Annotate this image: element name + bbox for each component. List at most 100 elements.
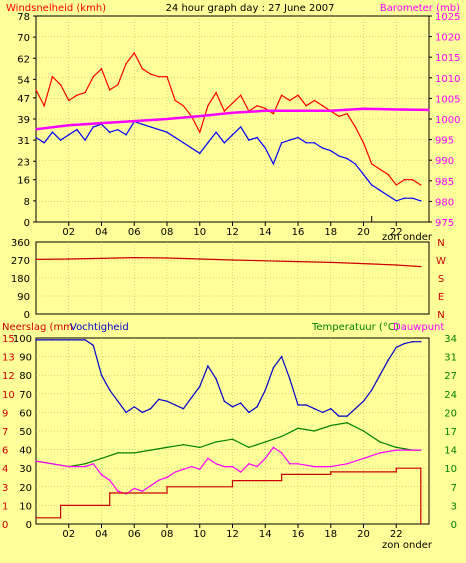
winddir-tick-label: 90: [17, 292, 30, 303]
wind-avg-line-point: [92, 126, 95, 128]
rain-line-point: [395, 467, 397, 469]
humidity-line-point: [133, 406, 135, 408]
temperature-line-point: [182, 443, 185, 446]
dewpoint-line-point: [411, 449, 414, 451]
winddir-line-point: [420, 265, 422, 268]
wind-avg-line-point: [239, 126, 242, 128]
dewpoint-line-point: [420, 449, 422, 451]
wind-avg-line-point: [199, 152, 201, 155]
rain-tick-label: 9: [2, 408, 8, 419]
rht-x-tick-label: 08: [161, 529, 174, 540]
rain-line-point: [108, 504, 111, 507]
barometer-line-point: [395, 108, 397, 111]
wind-gust-line-point: [141, 68, 144, 70]
wind-gust-line-point: [223, 110, 226, 112]
wind-avg-line-point: [289, 139, 291, 141]
humidity-line-point: [100, 374, 103, 376]
temperature-tick-label: 0: [451, 520, 457, 531]
wind-gust-line-point: [59, 83, 62, 86]
dewpoint-line-point: [100, 474, 103, 476]
wind-gust-line: [35, 51, 422, 186]
wind-tick-label: 54: [17, 75, 30, 86]
rain-line-point: [166, 492, 168, 494]
dewpoint-line-point: [51, 463, 54, 465]
wind-gust-line-point: [92, 76, 95, 78]
wind-gust-line-point: [395, 184, 397, 186]
temperature-tick-label: 14: [444, 446, 457, 457]
temperature-tick-label: 17: [444, 427, 457, 438]
barometer-line-point: [264, 110, 266, 112]
rain-tick-label: 0: [2, 520, 8, 531]
dewpoint-line-point: [117, 490, 119, 492]
wind-baro-x-tick-label: 18: [324, 227, 337, 238]
dewpoint-line-point: [256, 465, 258, 468]
wind-gust-line-point: [272, 113, 275, 115]
wind-avg-line-point: [330, 149, 332, 152]
humidity-tick-label: 60: [19, 408, 32, 419]
wind-baro-x-tick-label: 12: [226, 227, 239, 238]
wind-avg-line-point: [158, 128, 160, 131]
winddir-line-point: [395, 264, 397, 266]
wind-gust-line-point: [125, 62, 127, 65]
dewpoint-line-point: [289, 463, 291, 465]
rain-line-point: [166, 486, 168, 488]
rht-x-tick-label: 16: [292, 529, 305, 540]
wind-tick-label: 78: [17, 12, 30, 23]
dewpoint-line-point: [68, 465, 70, 468]
dewpoint-line-point: [362, 457, 365, 460]
humidity-line-point: [182, 407, 185, 410]
winddir-line-point: [264, 260, 266, 262]
chart-title: 24 hour graph day : 27 June 2007: [166, 3, 335, 14]
temperature-line-point: [280, 435, 283, 438]
humidity-line-point: [411, 341, 414, 343]
temperature-line-point: [117, 452, 119, 454]
winddir-line-point: [133, 256, 135, 259]
barometer-line-point: [231, 112, 234, 114]
temperature-line-point: [379, 441, 381, 443]
humidity-line-point: [321, 411, 324, 414]
dewpoint-line-point: [297, 463, 299, 465]
wind-baro-x-tick-label: 02: [62, 227, 75, 238]
wind-gust-line-point: [215, 91, 217, 94]
wind-gust-line-point: [338, 115, 340, 118]
dewpoint-line-point: [313, 465, 316, 468]
humidity-line-point: [354, 407, 357, 410]
humidity-line-point: [51, 339, 54, 341]
rht-x-tick-label: 14: [259, 529, 272, 540]
humidity-line-point: [190, 396, 193, 399]
rain-line-point: [420, 523, 422, 525]
wind-tick-label: 70: [17, 33, 30, 44]
wind-avg-line-point: [280, 142, 283, 144]
wind-tick-label: 62: [17, 54, 30, 65]
wind-gust-line-point: [166, 76, 168, 78]
temperature-line-point: [166, 446, 168, 449]
wind-avg-line-point: [256, 136, 258, 139]
winddir-tick-label: 270: [11, 256, 30, 267]
rain-tick-label: 7: [2, 427, 8, 438]
wind-gust-line-point: [174, 99, 176, 102]
compass-label: N: [437, 238, 444, 249]
barometer-tick-label: 995: [435, 136, 454, 147]
wind-gust-line-point: [149, 73, 152, 75]
wind-gust-line-point: [256, 105, 258, 107]
winddir-tick-label: 0: [24, 310, 30, 321]
compass-label: E: [438, 292, 444, 303]
barometer-tick-label: 1025: [435, 12, 460, 23]
dewpoint-line-point: [379, 452, 381, 454]
dewpoint-line-point: [149, 485, 152, 487]
humidity-line-point: [125, 411, 127, 414]
winddir-line-point: [297, 260, 299, 263]
wind-avg-line-point: [420, 200, 422, 202]
wind-avg-line-point: [248, 139, 250, 141]
wind-gust-line-point: [280, 94, 283, 96]
temperature-line-point: [362, 430, 365, 432]
wind-baro-x-tick-label: 04: [95, 227, 108, 238]
rain-line-point: [59, 517, 62, 519]
rain-line-point: [59, 504, 62, 507]
wind-gust-line-point: [182, 105, 185, 107]
wind-tick-label: 16: [17, 176, 30, 187]
dewpoint-line-point: [166, 476, 168, 479]
humidity-tick-label: 50: [19, 427, 32, 438]
humidity-tick-label: 70: [19, 390, 32, 401]
humidity-line-point: [313, 407, 316, 410]
